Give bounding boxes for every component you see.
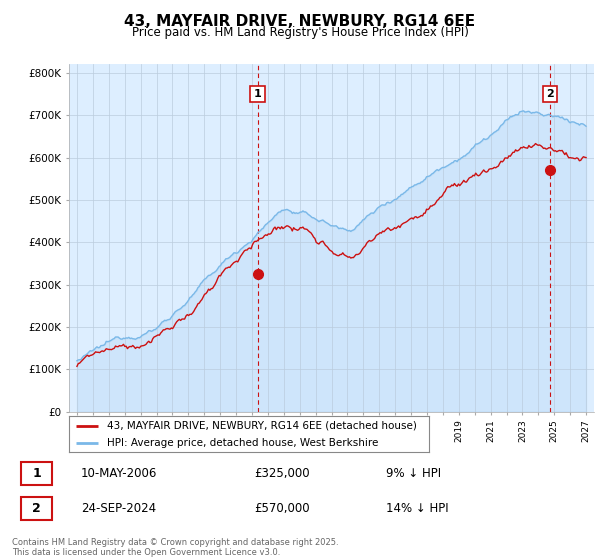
Text: £570,000: £570,000 [254,502,310,515]
FancyBboxPatch shape [20,497,52,520]
Text: 14% ↓ HPI: 14% ↓ HPI [386,502,449,515]
Text: Price paid vs. HM Land Registry's House Price Index (HPI): Price paid vs. HM Land Registry's House … [131,26,469,39]
Text: 43, MAYFAIR DRIVE, NEWBURY, RG14 6EE (detached house): 43, MAYFAIR DRIVE, NEWBURY, RG14 6EE (de… [107,421,416,431]
Text: 43, MAYFAIR DRIVE, NEWBURY, RG14 6EE: 43, MAYFAIR DRIVE, NEWBURY, RG14 6EE [124,14,476,29]
Text: HPI: Average price, detached house, West Berkshire: HPI: Average price, detached house, West… [107,438,378,447]
Text: Contains HM Land Registry data © Crown copyright and database right 2025.
This d: Contains HM Land Registry data © Crown c… [12,538,338,557]
Text: 1: 1 [32,467,41,480]
Text: 2: 2 [546,89,554,99]
Text: 10-MAY-2006: 10-MAY-2006 [81,467,157,480]
Text: 24-SEP-2024: 24-SEP-2024 [81,502,156,515]
Text: £325,000: £325,000 [254,467,310,480]
Text: 2: 2 [32,502,41,515]
Text: 1: 1 [254,89,262,99]
FancyBboxPatch shape [20,463,52,485]
Text: 9% ↓ HPI: 9% ↓ HPI [386,467,442,480]
